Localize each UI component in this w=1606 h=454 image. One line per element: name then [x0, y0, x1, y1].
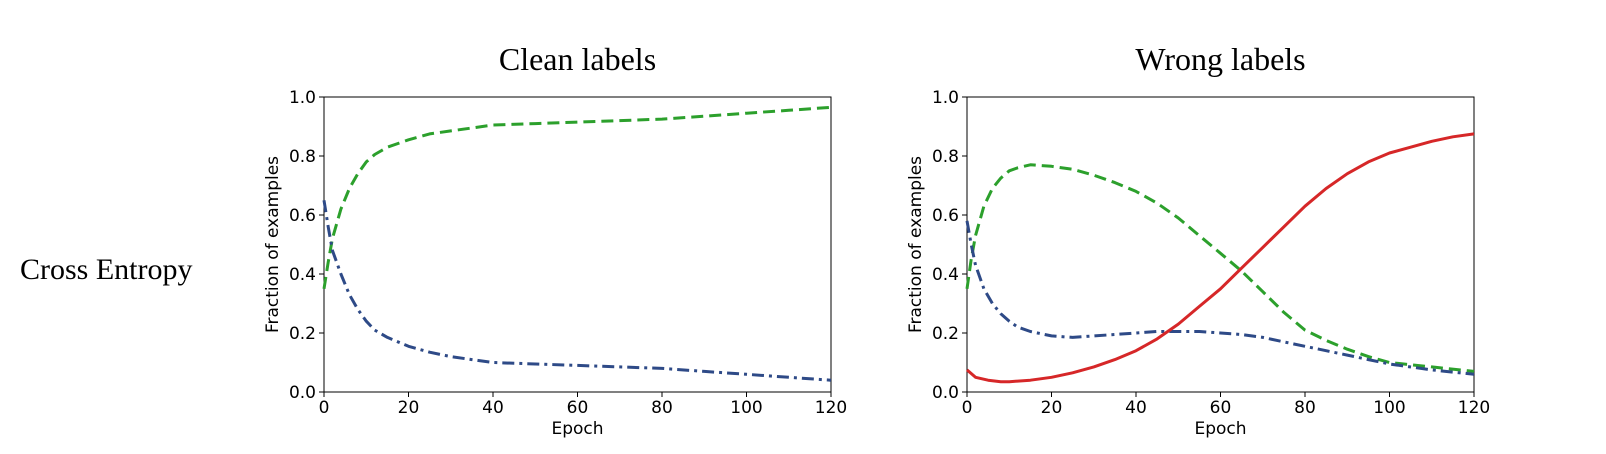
series-line-1: [322, 105, 832, 290]
row-label: Cross Entropy: [20, 253, 193, 286]
y-tick-label: 1.0: [932, 88, 959, 108]
chart-clean-labels: Clean labels 0 20 40 60 80 100 120 0.0 0.2 0.4 0.6 0…: [263, 41, 847, 439]
chart-title: Clean labels: [499, 41, 656, 77]
plot-frame: [323, 96, 832, 393]
x-tick-label: 60: [567, 398, 589, 418]
series-line-2: [965, 220, 1475, 376]
x-tick-label: 40: [482, 398, 504, 418]
y-axis-label: Fraction of examples: [906, 156, 926, 333]
x-axis-label: Epoch: [1194, 419, 1246, 439]
x-tick-label: 80: [651, 398, 673, 418]
x-tick-label: 20: [398, 398, 420, 418]
y-tick-label: 0.6: [289, 206, 316, 226]
chart-title: Wrong labels: [1135, 41, 1305, 77]
x-tick-label: 0: [962, 398, 973, 418]
y-tick-label: 0.4: [932, 265, 959, 285]
y-tick-label: 0.0: [932, 383, 959, 403]
y-tick-label: 0.8: [932, 147, 959, 167]
y-tick-label: 0.2: [289, 324, 316, 344]
y-tick-label: 0.2: [932, 324, 959, 344]
series-line-2: [322, 200, 832, 382]
x-axis-label: Epoch: [551, 419, 603, 439]
y-tick-label: 0.4: [289, 265, 316, 285]
y-tick-label: 0.8: [289, 147, 316, 167]
x-tick-label: 60: [1210, 398, 1232, 418]
x-tick-label: 100: [730, 398, 762, 418]
x-tick-label: 100: [1373, 398, 1405, 418]
y-axis-label: Fraction of examples: [263, 156, 283, 333]
x-tick-label: 40: [1125, 398, 1147, 418]
chart-wrong-labels: Wrong labels 0 20 40 60 80 100 120 0.0 0.2 0.4 0.6 0…: [906, 41, 1490, 439]
y-tick-label: 0.6: [932, 206, 959, 226]
x-tick-label: 120: [815, 398, 847, 418]
x-tick-label: 0: [319, 398, 330, 418]
plot-frame: [966, 96, 1475, 393]
series-line-1: [965, 163, 1475, 373]
x-tick-label: 80: [1294, 398, 1316, 418]
y-tick-label: 1.0: [289, 88, 316, 108]
y-tick-label: 0.0: [289, 383, 316, 403]
series-line-3: [966, 132, 1475, 384]
x-tick-label: 120: [1458, 398, 1490, 418]
x-tick-label: 20: [1041, 398, 1063, 418]
